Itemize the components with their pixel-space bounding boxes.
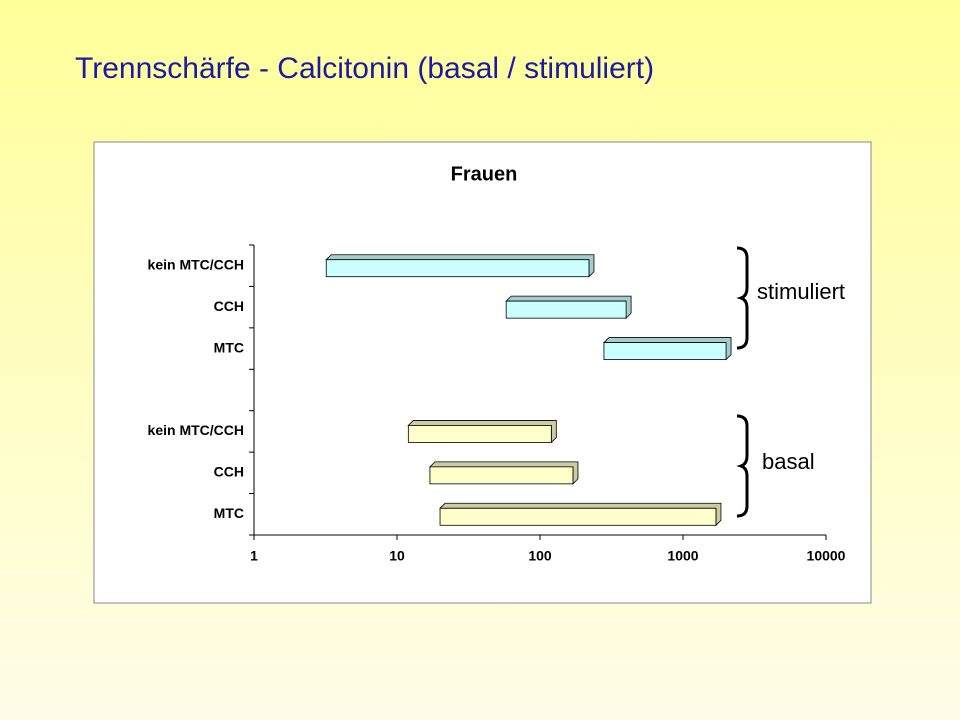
- slide-title: Trennschärfe - Calcitonin (basal / stimu…: [75, 52, 654, 85]
- y-tick-label: MTC: [214, 505, 244, 521]
- group-label: stimuliert: [757, 279, 845, 304]
- y-tick-label: MTC: [214, 339, 244, 355]
- brace: [736, 414, 749, 518]
- group-label: basal: [762, 449, 815, 474]
- brace: [736, 246, 749, 350]
- bar: [439, 507, 717, 526]
- chart-area: [93, 141, 872, 604]
- y-tick-label: CCH: [214, 464, 244, 480]
- x-tick-label: 1: [250, 548, 258, 564]
- bar: [325, 259, 590, 278]
- x-tick-label: 1000: [667, 548, 698, 564]
- bar: [407, 425, 552, 443]
- bar: [603, 342, 727, 360]
- bar: [429, 466, 574, 485]
- x-tick-label: 10000: [807, 548, 846, 564]
- y-tick-label: CCH: [214, 298, 244, 314]
- y-tick-label: kein MTC/CCH: [148, 422, 244, 438]
- bar: [505, 300, 627, 319]
- x-tick-label: 100: [528, 548, 552, 564]
- x-tick-label: 10: [389, 548, 405, 564]
- y-tick-label: kein MTC/CCH: [148, 256, 244, 272]
- chart-title: Frauen: [451, 163, 518, 185]
